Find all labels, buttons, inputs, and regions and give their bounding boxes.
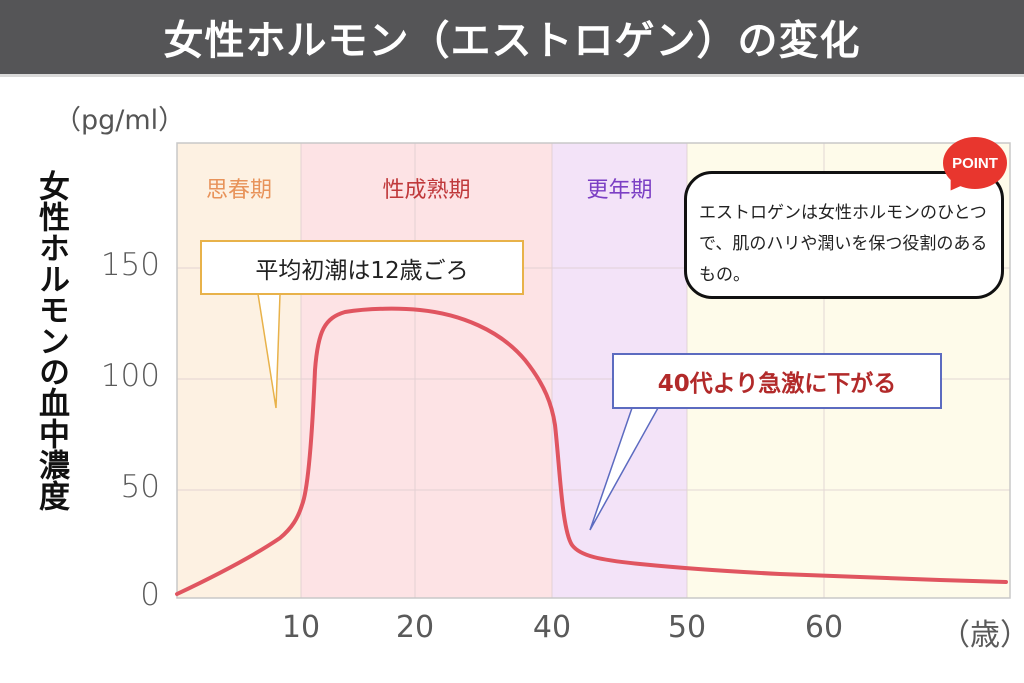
point-badge: POINT <box>943 137 1007 189</box>
page-title: 女性ホルモン（エストロゲン）の変化 <box>0 0 1024 74</box>
y-tick-100: 100 <box>100 358 160 394</box>
x-axis-unit: （歳） <box>940 618 1024 653</box>
x-tick-40: 40 <box>532 610 572 645</box>
y-axis-title: 女性ホルモンの血中濃度 <box>33 170 69 511</box>
title-divider <box>0 74 1024 77</box>
chart-frame <box>176 142 1011 599</box>
phase-label-maturity: 性成熟期 <box>382 178 471 203</box>
x-tick-20: 20 <box>395 610 435 645</box>
decline-callout-text: 40代より急激に下がる <box>657 371 897 397</box>
phase-label-menopause: 更年期 <box>586 178 653 203</box>
point-note-box: エストロゲンは女性ホルモンのひとつで、肌のハリや潤いを保つ役割のあるもの。 <box>684 171 1004 299</box>
phase-bg-puberty <box>177 143 301 598</box>
phase-bg-maturity <box>301 143 552 598</box>
x-tick-50: 50 <box>667 610 707 645</box>
y-tick-0: 0 <box>140 577 160 613</box>
y-tick-50: 50 <box>120 469 160 505</box>
x-tick-60: 60 <box>804 610 844 645</box>
menarche-callout: 平均初潮は12歳ごろ <box>200 240 524 295</box>
y-axis-unit: （pg/ml） <box>54 105 186 136</box>
point-badge-label: POINT <box>952 154 998 172</box>
y-tick-150: 150 <box>100 247 160 283</box>
phase-label-puberty: 思春期 <box>205 178 272 203</box>
menarche-callout-text: 平均初潮は12歳ごろ <box>255 257 469 284</box>
decline-callout: 40代より急激に下がる <box>612 353 942 409</box>
point-note-text: エストロゲンは女性ホルモンのひとつで、肌のハリや潤いを保つ役割のあるもの。 <box>699 203 988 285</box>
estrogen-curve <box>175 306 1008 596</box>
x-tick-10: 10 <box>281 610 321 645</box>
